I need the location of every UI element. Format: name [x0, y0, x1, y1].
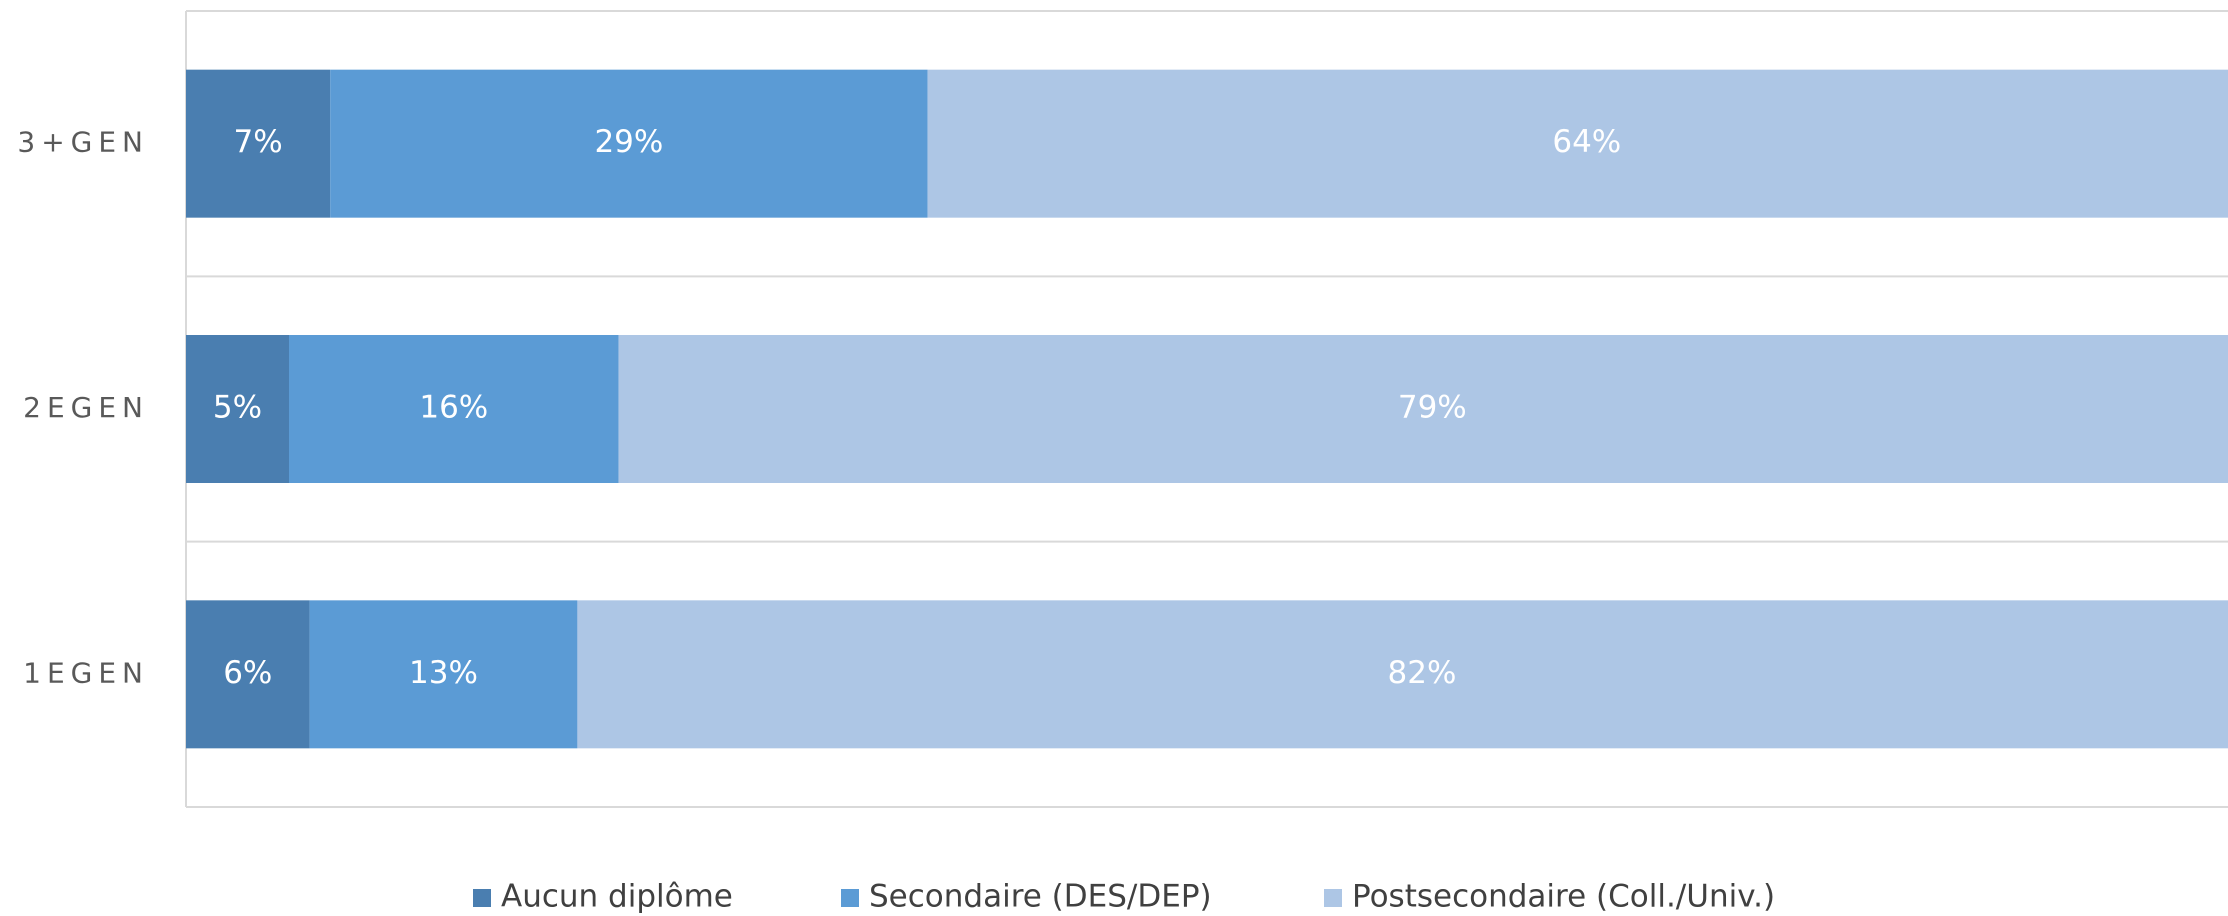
legend-swatch	[841, 889, 859, 907]
bar-segment	[186, 600, 310, 749]
legend-label: Postsecondaire (Coll./Univ.)	[1352, 879, 1775, 915]
data-label: 79%	[1398, 390, 1467, 426]
data-label: 13%	[409, 655, 478, 691]
bar-segment	[927, 69, 2228, 218]
data-label: 5%	[213, 390, 262, 426]
data-label: 7%	[234, 124, 283, 160]
bar-segment	[330, 69, 928, 218]
legend-swatch	[1324, 889, 1342, 907]
bar-segment	[186, 69, 331, 218]
bar-segment	[309, 600, 578, 749]
bar-segment	[289, 335, 619, 483]
data-label: 6%	[223, 655, 272, 691]
bar-segment	[577, 600, 2228, 749]
y-tick-label: 2EGEN	[23, 391, 149, 424]
data-label: 29%	[594, 124, 663, 160]
y-tick-label: 1EGEN	[23, 656, 149, 689]
y-tick-label: 3+GEN	[17, 126, 149, 159]
legend-swatch	[473, 889, 491, 907]
legend-label: Secondaire (DES/DEP)	[869, 879, 1212, 915]
legend-label: Aucun diplôme	[501, 879, 733, 915]
data-label: 82%	[1388, 655, 1457, 691]
bar-segment	[618, 335, 2228, 483]
data-label: 16%	[419, 390, 488, 426]
bar-segment	[186, 335, 289, 483]
data-label: 64%	[1552, 124, 1621, 160]
